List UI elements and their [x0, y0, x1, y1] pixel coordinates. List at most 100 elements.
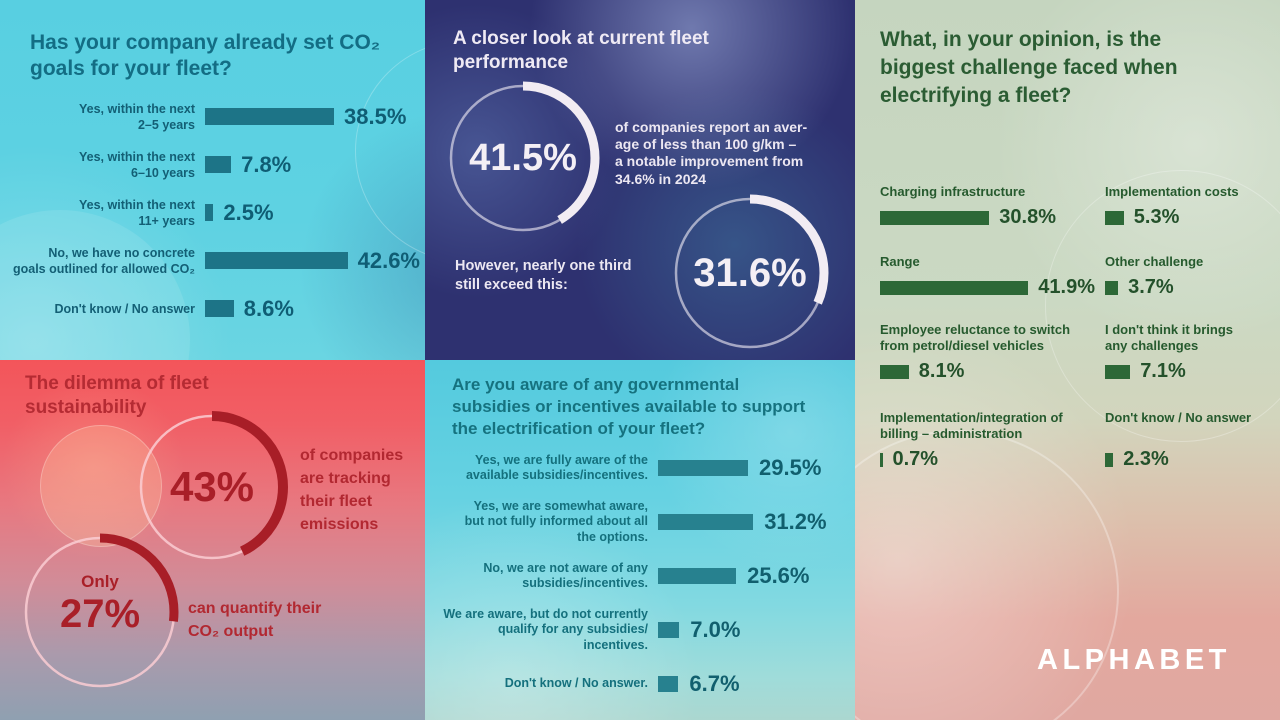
gauge-ring-43-pct	[136, 411, 288, 563]
bar-row: Don't know / No answer. 6.7%	[433, 657, 853, 711]
bar	[205, 156, 232, 173]
bar-row: Yes, within the next 6–10 years 7.8%	[10, 146, 420, 183]
gauge-prefix: Only	[81, 571, 119, 591]
bar-row: No, we are not aware of any subsidies/in…	[433, 549, 853, 603]
bar-value: 6.7%	[689, 671, 740, 696]
challenge-item: Implementation/integration of billing – …	[880, 410, 1095, 471]
gauge-ring-31-6-pct	[671, 194, 829, 352]
bar-value: 38.5%	[344, 103, 407, 129]
bar-label: Other challenge	[1105, 254, 1204, 269]
gauge-value-27-pct: 27%	[59, 591, 141, 636]
bar	[658, 514, 754, 530]
gauge-annotation: can quantify their CO₂ output	[188, 600, 322, 640]
challenge-item: Other challenge 3.7%	[1105, 254, 1275, 299]
bar-label: No, we have no concrete goals outlined f…	[12, 245, 195, 276]
bar-value: 30.8%	[999, 206, 1057, 228]
bar	[205, 204, 214, 221]
panel-subsidies: Are you aware of any governmental subsid…	[425, 360, 855, 720]
bar-label: Yes, within the next 11+ years	[79, 197, 195, 228]
bar-value: 7.0%	[690, 617, 741, 642]
panel-co2-goals: Has your company already set CO₂ goals f…	[0, 0, 425, 360]
bar	[1105, 364, 1131, 379]
gauge-ring-27-pct	[21, 533, 179, 691]
bar-value: 8.6%	[243, 295, 294, 321]
bar	[205, 300, 234, 317]
bar-label: Yes, within the next 2–5 years	[79, 101, 195, 132]
bar-value: 2.3%	[1123, 448, 1169, 470]
bar	[880, 280, 1029, 295]
gauge-value-43-pct: 43%	[169, 463, 255, 510]
bar-label: Yes, we are fully aware of the available…	[465, 452, 648, 483]
bar-label: Charging infrastructure	[880, 184, 1026, 199]
bar	[204, 252, 348, 269]
bar-value: 8.1%	[918, 360, 965, 382]
bar	[1105, 210, 1124, 225]
subsidies-title: Are you aware of any governmental subsid…	[452, 375, 806, 438]
bar-label: Don't know / No answer	[54, 301, 196, 316]
gauge-value-31-6-pct: 31.6%	[693, 250, 807, 295]
challenge-item: Range 41.9%	[880, 254, 1095, 299]
bar-value: 5.3%	[1133, 206, 1180, 228]
bar	[1105, 452, 1114, 467]
challenge-item: Charging infrastructure 30.8%	[880, 184, 1095, 229]
co2-goals-title: Has your company already set CO₂ goals f…	[30, 31, 381, 80]
bar	[658, 568, 737, 584]
bar-label: I don't think it brings any challenges	[1105, 322, 1234, 353]
bar-value: 0.7%	[892, 448, 939, 470]
challenge-item: Implementation costs 5.3%	[1105, 184, 1275, 229]
bar-value: 31.2%	[764, 509, 827, 534]
bar-row: Yes, we are fully aware of the available…	[433, 441, 853, 495]
bar	[658, 460, 748, 476]
challenge-item: Employee reluctance to switch from petro…	[880, 322, 1095, 383]
gauge-annotation: of companies report an aver- age of less…	[615, 119, 808, 187]
bridge-text: However, nearly one third still exceed t…	[455, 258, 632, 293]
challenge-item: I don't think it brings any challenges 7…	[1105, 322, 1275, 383]
bar-label: Yes, within the next 6–10 years	[79, 149, 195, 180]
bar-value: 25.6%	[747, 563, 810, 588]
gauge-annotation: of companies are tracking their fleet em…	[300, 447, 404, 533]
gauge-value-27-pct-group: Only 27%	[17, 521, 183, 687]
bar-label: Range	[880, 254, 920, 269]
bar-label: Implementation/integration of billing – …	[880, 410, 1063, 441]
panel-dilemma: The dilemma of fleet sustainability 43% …	[0, 360, 425, 720]
bar-label: Yes, we are somewhat aware, but not full…	[464, 498, 648, 544]
bar-label: Implementation costs	[1105, 184, 1239, 199]
bar-row: Yes, we are somewhat aware, but not full…	[433, 495, 853, 549]
bar-value: 42.6%	[357, 247, 420, 273]
bar-label: No, we are not aware of any subsidies/in…	[483, 560, 648, 591]
challenges-title: What, in your opinion, is the biggest ch…	[880, 28, 1178, 107]
challenge-item: Don't know / No answer 2.3%	[1105, 410, 1275, 471]
bar	[658, 622, 680, 638]
gauge-value-41-5-pct: 41.5%	[469, 136, 577, 179]
bar-row: No, we have no concrete goals outlined f…	[10, 242, 420, 279]
panel-fleet-performance: A closer look at current fleet performan…	[425, 0, 855, 360]
bar-value: 7.1%	[1140, 360, 1186, 382]
bar	[205, 108, 334, 125]
bar-label: Don't know / No answer.	[504, 676, 648, 691]
bar-row: Yes, within the next 11+ years 2.5%	[10, 194, 420, 231]
bar-label: Don't know / No answer	[1105, 410, 1252, 425]
subsidies-bar-chart: Yes, we are fully aware of the available…	[433, 441, 853, 711]
bar-row: Yes, within the next 2–5 years 38.5%	[10, 98, 420, 135]
fleet-performance-title: A closer look at current fleet performan…	[453, 28, 709, 73]
bar-value: 7.8%	[241, 151, 292, 177]
bar-row: We are aware, but do not currently quali…	[433, 603, 853, 657]
panel-challenges: What, in your opinion, is the biggest ch…	[855, 0, 1280, 720]
bar-value: 2.5%	[223, 199, 274, 225]
bar	[880, 210, 990, 225]
alphabet-logo: ALPHABET	[1037, 644, 1231, 676]
bar	[658, 676, 679, 692]
bar	[880, 452, 883, 467]
bar-value: 29.5%	[759, 455, 822, 480]
bar-label: We are aware, but do not currently quali…	[443, 606, 648, 652]
dilemma-title: The dilemma of fleet sustainability	[25, 373, 209, 418]
bar-label: Employee reluctance to switch from petro…	[880, 322, 1071, 353]
co2-goals-bar-chart: Yes, within the next 2–5 years 38.5% Yes…	[10, 98, 420, 338]
gauge-ring-41-5-pct	[446, 81, 600, 235]
bar-value: 3.7%	[1128, 276, 1174, 298]
bar-row: Don't know / No answer 8.6%	[10, 290, 420, 327]
bar-value: 41.9%	[1038, 276, 1095, 298]
bar	[880, 364, 909, 379]
bar	[1105, 280, 1119, 295]
